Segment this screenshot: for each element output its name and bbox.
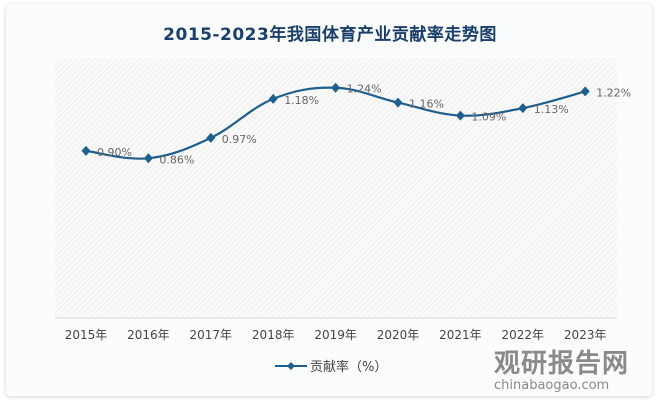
data-point <box>393 97 403 108</box>
data-point <box>331 82 341 93</box>
x-tick-label: 2015年 <box>65 328 108 342</box>
x-tick-label: 2022年 <box>502 328 545 342</box>
x-tick-label: 2021年 <box>439 328 482 342</box>
data-label: 1.22% <box>596 86 631 99</box>
x-tick-label: 2020年 <box>377 328 420 342</box>
data-label: 1.09% <box>471 111 506 124</box>
data-label: 0.90% <box>97 146 132 159</box>
watermark-en: chinabaogao.com <box>494 378 610 393</box>
legend-label: 贡献率（%） <box>310 360 388 375</box>
data-point <box>206 132 216 143</box>
plot-area <box>55 58 617 318</box>
data-point <box>81 145 91 156</box>
data-point <box>580 86 590 97</box>
data-label: 0.86% <box>159 153 194 166</box>
watermark-cn: 观研报告网 <box>494 349 630 379</box>
legend: 贡献率（%） <box>275 356 387 375</box>
data-label: 1.24% <box>347 83 382 96</box>
data-label: 1.16% <box>409 98 444 111</box>
data-label: 0.97% <box>222 133 257 146</box>
data-label: 1.18% <box>284 94 319 107</box>
data-point <box>455 110 465 121</box>
x-tick-label: 2019年 <box>314 328 357 342</box>
x-tick-label: 2017年 <box>190 328 233 342</box>
x-tick-label: 2018年 <box>252 328 295 342</box>
x-tick-label: 2016年 <box>127 328 170 342</box>
chart-title: 2015-2023年我国体育产业贡献率走势图 <box>163 25 497 45</box>
data-label: 1.13% <box>534 103 569 116</box>
data-point <box>143 153 153 164</box>
legend-line-marker-icon <box>275 361 307 370</box>
data-point <box>518 103 528 114</box>
watermark-logo: 观研报告网 chinabaogao.com <box>494 350 629 394</box>
x-tick-label: 2023年 <box>564 328 607 342</box>
data-point <box>268 93 278 104</box>
